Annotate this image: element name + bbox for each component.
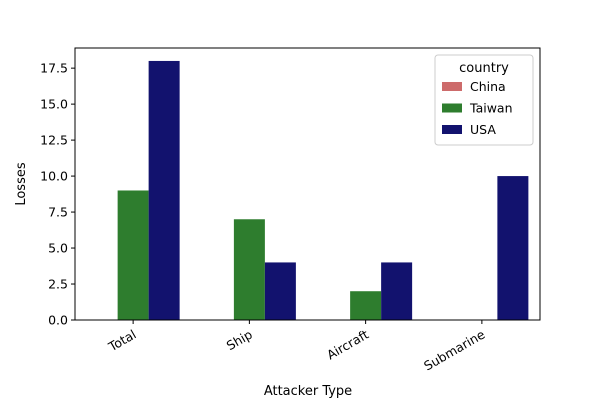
bar-usa-ship	[264, 262, 296, 320]
x-tick-label-total: Total	[105, 327, 139, 355]
y-tick-label: 15.0	[40, 97, 68, 112]
legend-label-usa: USA	[470, 122, 496, 137]
legend: country China Taiwan USA	[434, 54, 534, 146]
y-tick-label: 17.5	[40, 61, 68, 76]
x-axis-label: Attacker Type	[264, 384, 352, 399]
legend-label-taiwan: Taiwan	[469, 101, 513, 116]
legend-swatch-usa	[442, 125, 462, 134]
bar-usa-aircraft	[381, 262, 413, 320]
y-tick-label: 5.0	[48, 241, 68, 256]
bar-taiwan-aircraft	[350, 291, 382, 320]
y-tick-label: 0.0	[48, 313, 68, 328]
x-tick-label-ship: Ship	[224, 327, 255, 354]
bars-layer	[117, 60, 529, 320]
y-tick-label: 2.5	[48, 277, 68, 292]
legend-label-china: China	[470, 79, 506, 94]
bar-taiwan-total	[117, 190, 149, 320]
y-tick-label: 12.5	[40, 133, 68, 148]
bar-usa-total	[148, 60, 180, 320]
legend-title: country	[459, 61, 509, 76]
y-tick-label: 10.0	[40, 169, 68, 184]
bar-usa-submarine	[497, 176, 529, 320]
legend-frame	[434, 54, 534, 146]
y-axis-label: Losses	[14, 162, 29, 206]
plot-frame	[74, 47, 541, 321]
x-tick-label-submarine: Submarine	[421, 326, 488, 373]
x-tick-label-aircraft: Aircraft	[324, 327, 371, 363]
legend-entries: China Taiwan USA	[442, 79, 513, 137]
legend-swatch-china	[442, 82, 462, 91]
axes-layer	[74, 47, 541, 321]
legend-swatch-taiwan	[442, 103, 462, 113]
ticks-layer: 0.0 2.5 5.0 7.5 10.0 12.5 15.0 17.5 Total Ship Air…	[40, 61, 487, 374]
bar-taiwan-ship	[233, 219, 265, 320]
y-tick-label: 7.5	[48, 205, 68, 220]
